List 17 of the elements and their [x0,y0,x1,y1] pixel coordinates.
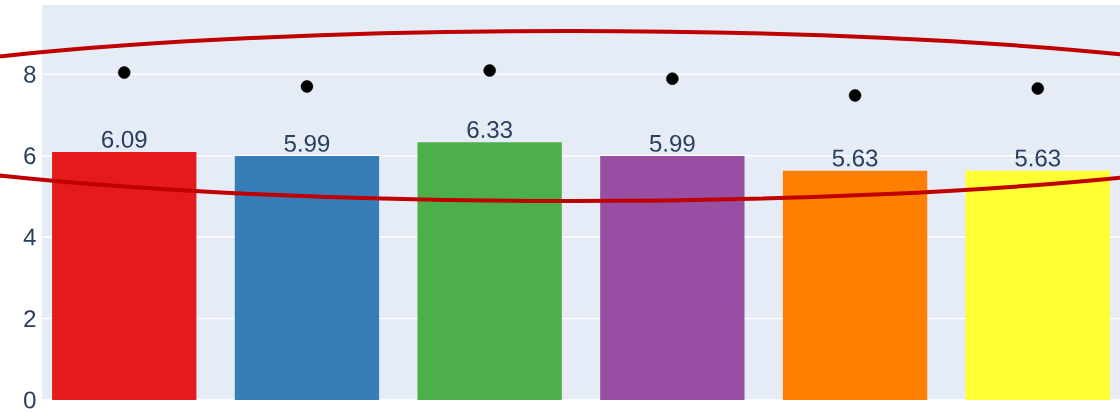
point [848,89,862,102]
y-tick-label: 0 [24,391,36,409]
point [1031,82,1044,95]
data-label: 6.09 [102,130,147,148]
point [666,72,679,85]
y-tick-label: 4 [23,228,36,246]
point [118,66,131,79]
y-tick-label: 8 [24,65,36,83]
y-tick-label: 6 [24,147,36,165]
point [300,80,314,93]
data-label: 5.99 [284,134,330,152]
point [483,64,496,77]
y-tick-label: 2 [24,310,36,327]
data-label: 6.33 [467,121,512,139]
data-label: 5.63 [1015,149,1061,167]
data-label: 5.99 [649,134,695,152]
data-label: 5.63 [832,149,878,167]
